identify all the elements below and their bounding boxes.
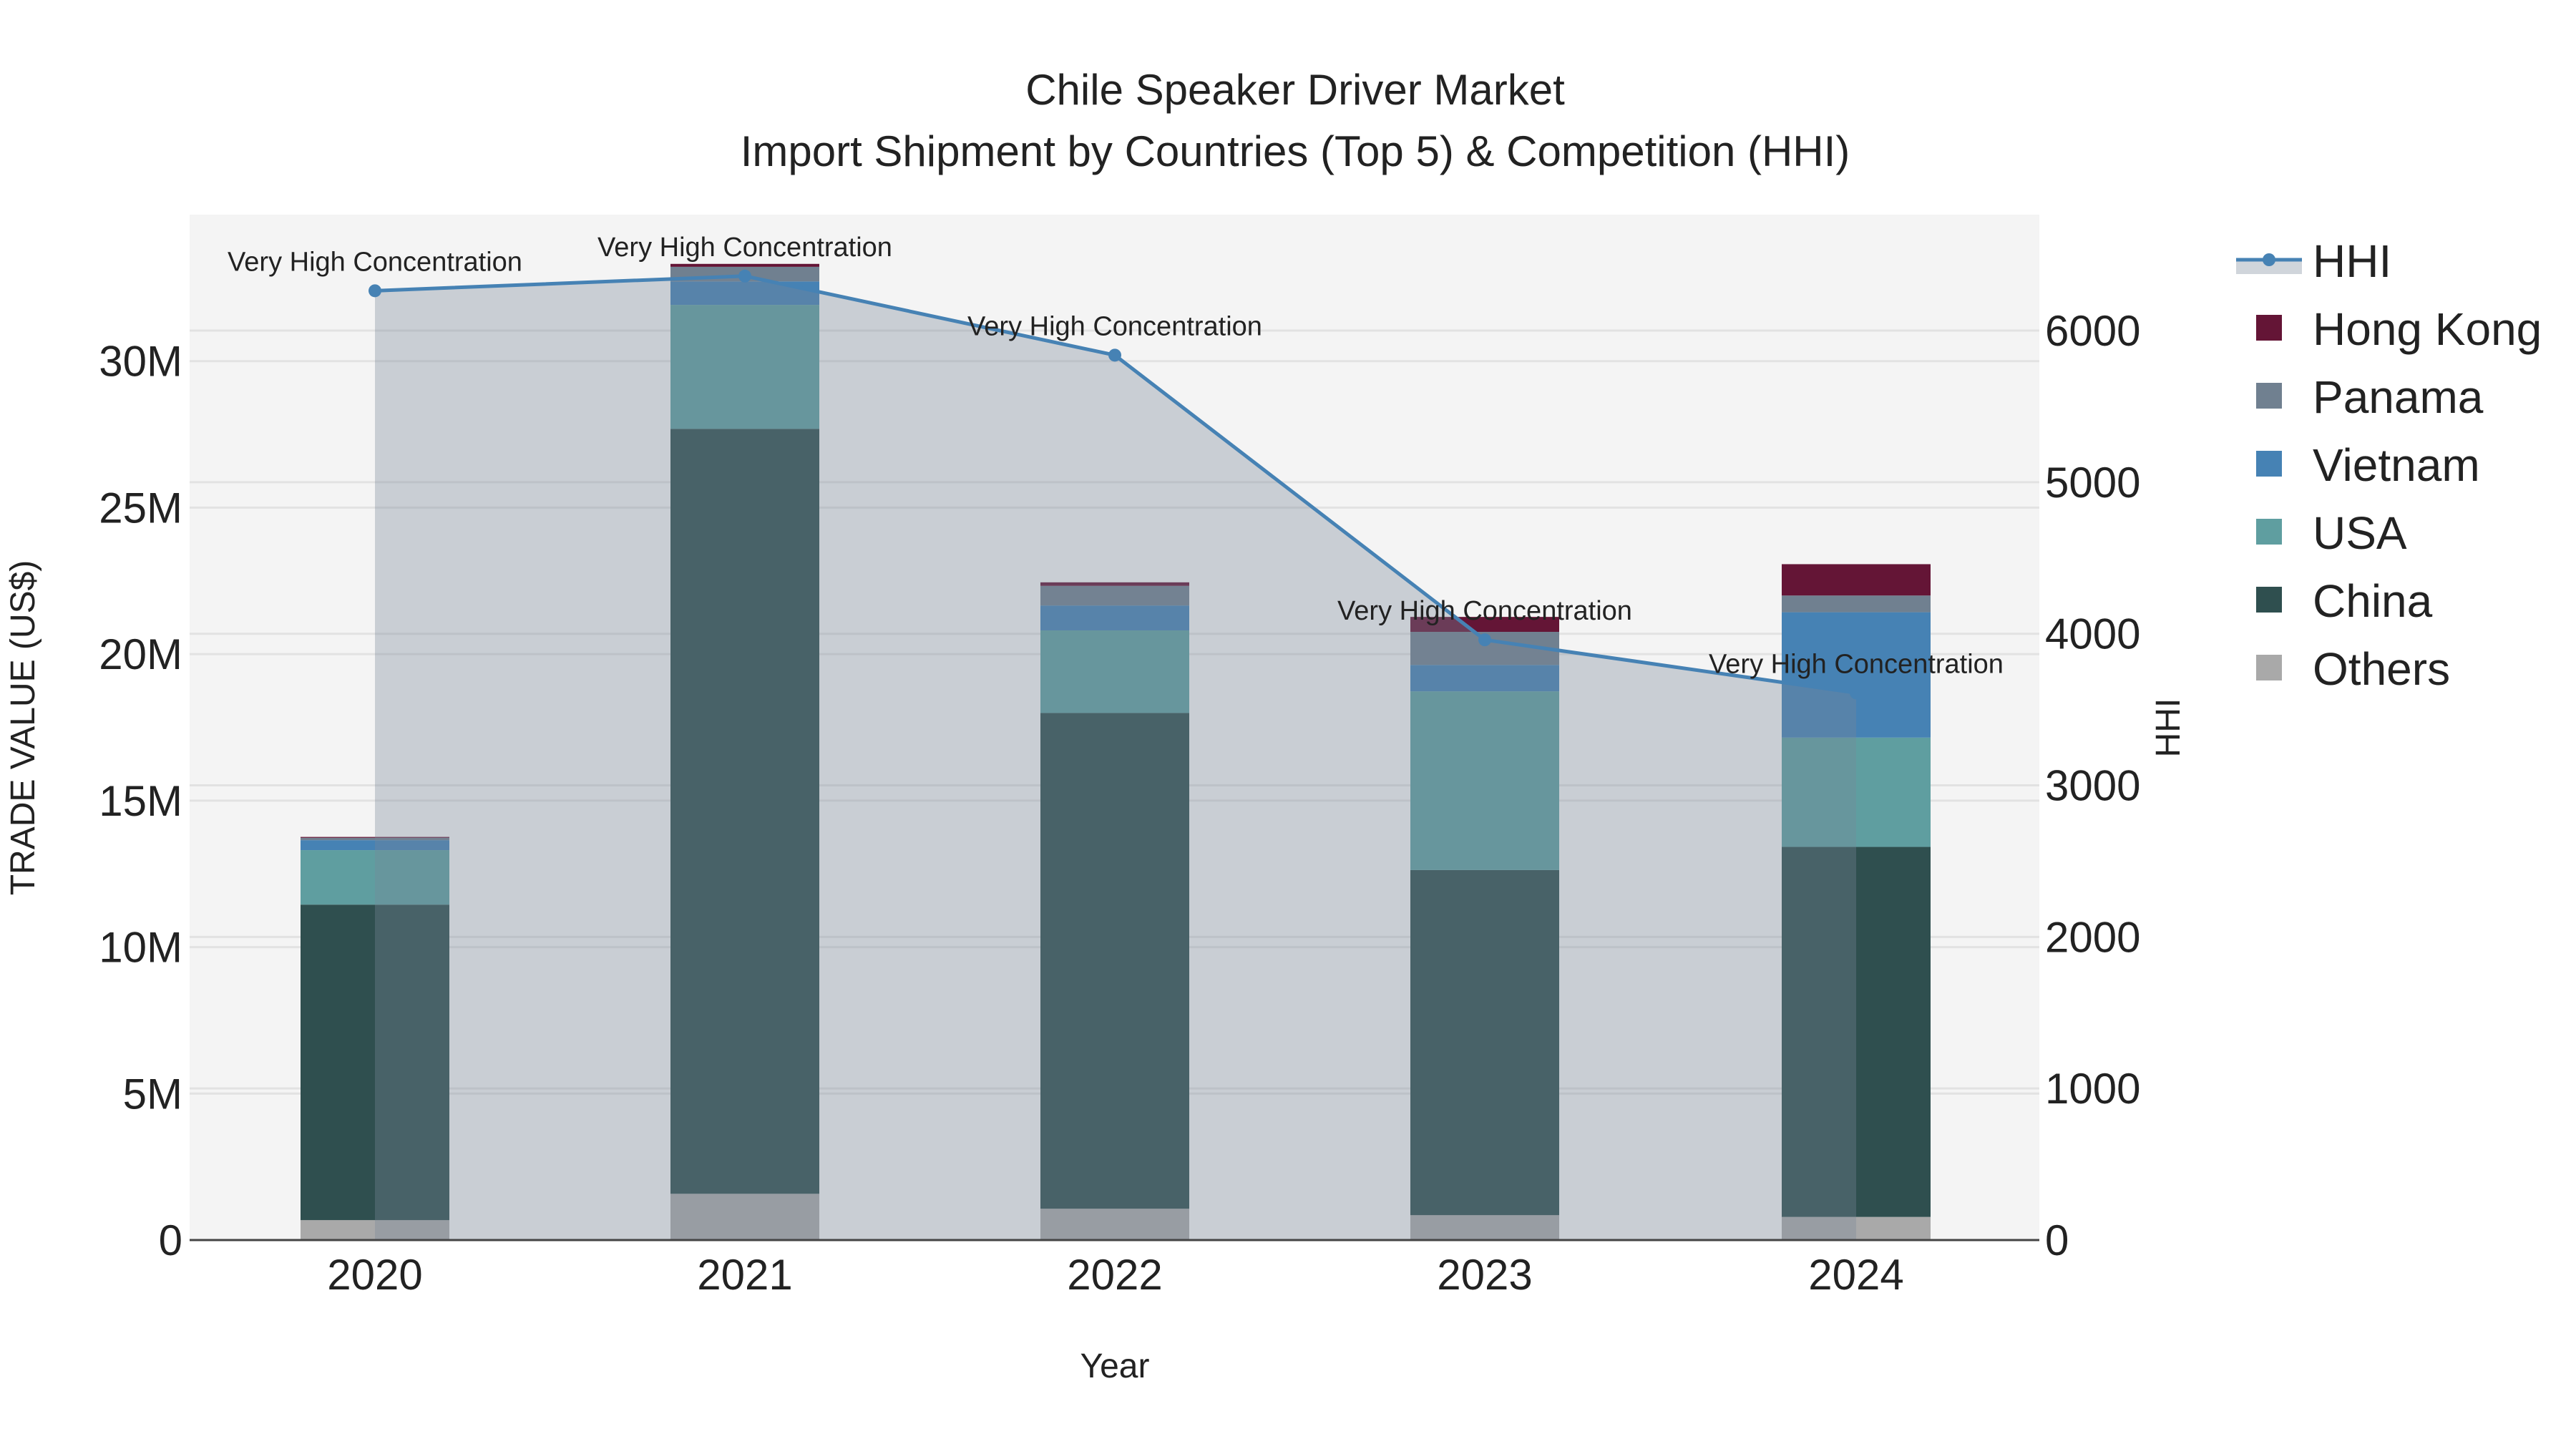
- hhi-point-2020: [369, 284, 381, 298]
- bar-usa-2024: [1782, 737, 1931, 847]
- bar-panama-2024: [1782, 595, 1931, 613]
- y2-tick-label: 0: [2045, 1216, 2069, 1264]
- bar-vietnam-2020: [301, 840, 449, 851]
- bar-hong-kong-2022: [1040, 582, 1189, 586]
- legend-hhi-area-swatch: [2236, 261, 2302, 274]
- x-tick-label: 2023: [1437, 1251, 1532, 1299]
- x-tick-label: 2022: [1067, 1251, 1162, 1299]
- legend-label: Vietnam: [2313, 439, 2480, 491]
- hhi-annotation: Very High Concentration: [228, 247, 522, 277]
- x-axis-title: Year: [1080, 1347, 1150, 1385]
- legend-label: USA: [2313, 507, 2407, 559]
- legend-label: Panama: [2313, 371, 2484, 423]
- y2-tick-label: 2000: [2045, 913, 2140, 961]
- bar-others-2024: [1782, 1216, 1931, 1240]
- bar-usa-2021: [670, 305, 819, 429]
- hhi-point-2021: [738, 269, 751, 283]
- legend-swatch-hong-kong: [2256, 315, 2282, 341]
- hhi-point-2023: [1478, 633, 1491, 647]
- bar-vietnam-2024: [1782, 612, 1931, 738]
- y-tick-label: 20M: [99, 630, 182, 678]
- y-axis-ticks: 0 5M 10M 15M 20M 25M 30M: [99, 338, 182, 1264]
- bar-others-2022: [1040, 1209, 1189, 1240]
- y-axis-title: TRADE VALUE (US$): [4, 560, 42, 896]
- legend: HHI Hong Kong Panama Vietnam USA China Others: [2236, 235, 2542, 695]
- bar-china-2020: [301, 904, 449, 1221]
- y-tick-label: 5M: [123, 1070, 182, 1118]
- y2-tick-label: 1000: [2045, 1065, 2140, 1113]
- x-tick-label: 2024: [1808, 1251, 1903, 1299]
- bar-panama-2022: [1040, 585, 1189, 606]
- legend-swatch-usa: [2256, 519, 2282, 545]
- bar-china-2024: [1782, 847, 1931, 1217]
- x-tick-label: 2020: [327, 1251, 422, 1299]
- hhi-annotation: Very High Concentration: [1337, 596, 1632, 626]
- legend-swatch-vietnam: [2256, 451, 2282, 477]
- bar-china-2023: [1410, 869, 1559, 1216]
- x-tick-label: 2021: [697, 1251, 792, 1299]
- y-tick-label: 25M: [99, 484, 182, 532]
- legend-label: Others: [2313, 643, 2450, 695]
- hhi-area-fill: [375, 275, 1856, 1241]
- y2-axis-title: HHI: [2150, 698, 2187, 758]
- hhi-annotation: Very High Concentration: [597, 233, 892, 263]
- annotations: Very High Concentration Very High Concent…: [228, 233, 2004, 680]
- y2-tick-label: 3000: [2045, 762, 2140, 810]
- hhi-annotation: Very High Concentration: [967, 311, 1262, 341]
- legend-swatch-panama: [2256, 383, 2282, 409]
- bar-hong-kong-2024: [1782, 564, 1931, 596]
- bar-usa-2020: [301, 850, 449, 905]
- hhi-annotation: Very High Concentration: [1709, 649, 2004, 679]
- bar-usa-2022: [1040, 630, 1189, 713]
- y2-tick-label: 5000: [2045, 459, 2140, 507]
- hhi-point-2022: [1108, 348, 1121, 362]
- hhi-line: [369, 269, 1863, 700]
- bar-hong-kong-2023: [1410, 617, 1559, 633]
- chart-subtitle: Import Shipment by Countries (Top 5) & C…: [741, 127, 1850, 175]
- bar-hong-kong-2020: [301, 836, 449, 838]
- bar-china-2021: [670, 429, 819, 1194]
- bar-others-2021: [670, 1194, 819, 1240]
- hhi-point-2024: [1850, 686, 1863, 700]
- y2-tick-label: 6000: [2045, 307, 2140, 355]
- x-axis-ticks: 2020 2021 2022 2023 2024: [327, 1251, 1903, 1299]
- y2-tick-label: 4000: [2045, 610, 2140, 658]
- y-tick-label: 30M: [99, 338, 182, 386]
- bar-others-2020: [301, 1220, 449, 1240]
- chart-title: Chile Speaker Driver Market: [1025, 66, 1565, 114]
- bar-china-2022: [1040, 713, 1189, 1209]
- bar-vietnam-2022: [1040, 605, 1189, 630]
- legend-hhi-marker: [2263, 253, 2275, 266]
- legend-label: China: [2313, 575, 2433, 627]
- y-tick-label: 0: [159, 1216, 182, 1264]
- bar-vietnam-2023: [1410, 665, 1559, 692]
- bars: [301, 263, 1931, 1240]
- hhi-area: [375, 275, 1856, 1241]
- legend-label: Hong Kong: [2313, 303, 2542, 355]
- bar-panama-2020: [301, 837, 449, 841]
- y-tick-label: 15M: [99, 777, 182, 825]
- legend-swatch-china: [2256, 587, 2282, 613]
- legend-swatch-others: [2256, 655, 2282, 680]
- legend-label: HHI: [2313, 235, 2391, 287]
- bar-others-2023: [1410, 1215, 1559, 1240]
- y-tick-label: 10M: [99, 924, 182, 972]
- bar-hong-kong-2021: [670, 263, 819, 267]
- y2-axis-ticks: 0 1000 2000 3000 4000 5000 6000: [2045, 307, 2140, 1264]
- bar-usa-2023: [1410, 691, 1559, 870]
